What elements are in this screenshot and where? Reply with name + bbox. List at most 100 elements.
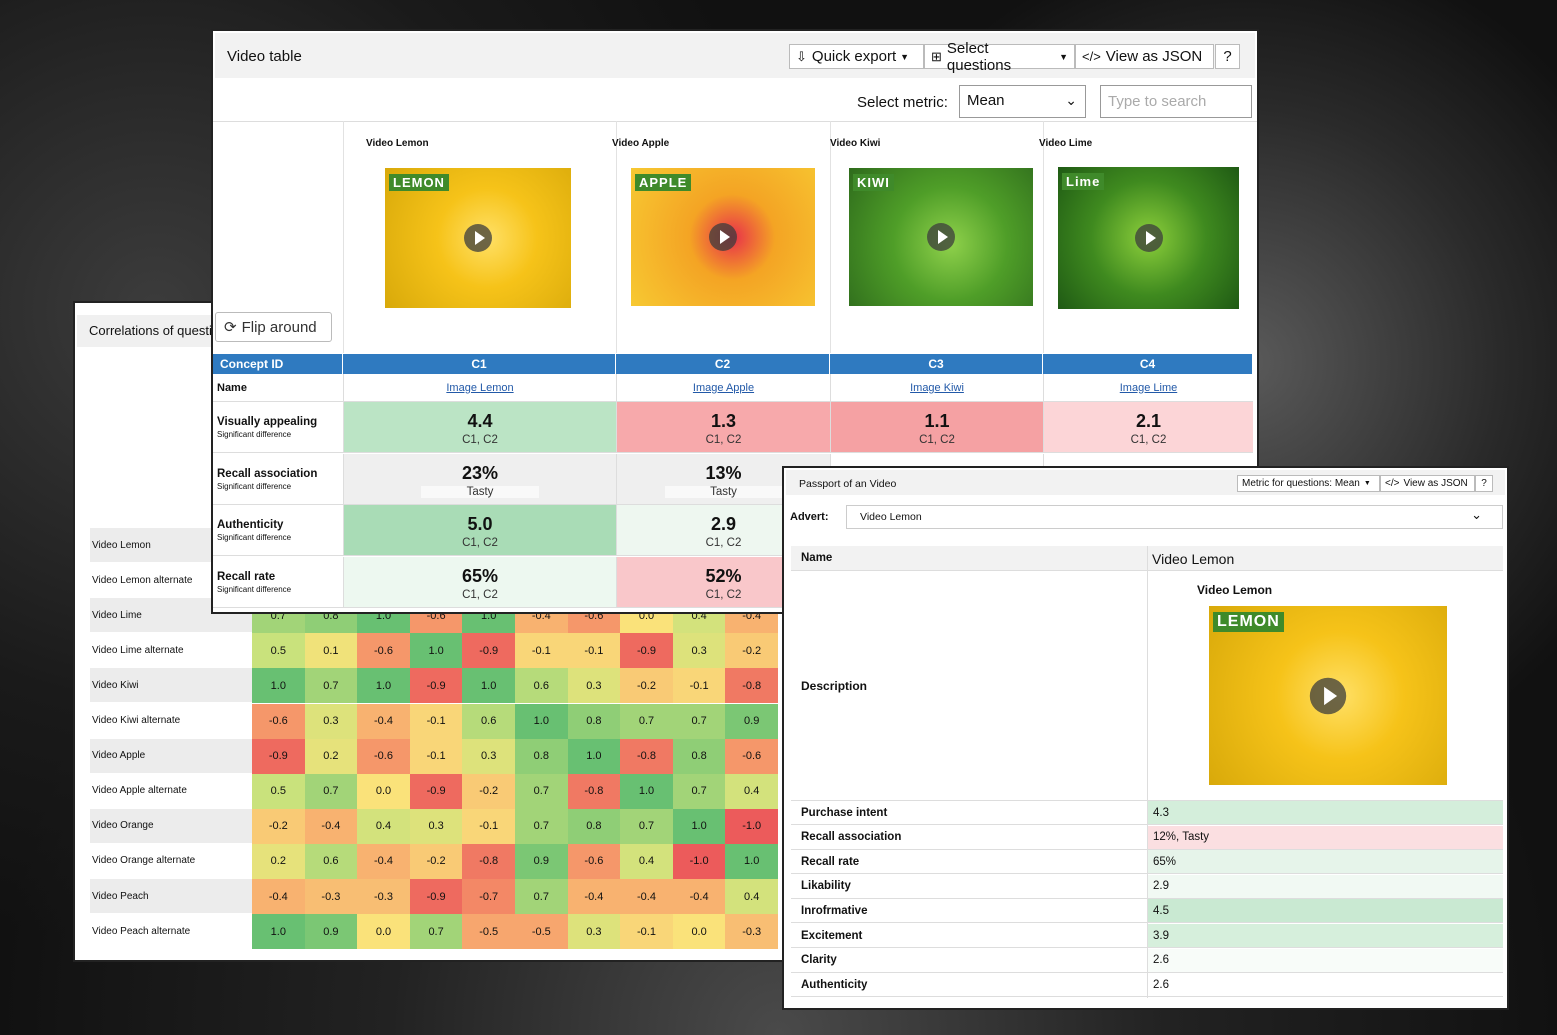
name-value: Video Lemon [1152, 551, 1235, 567]
heat-cell: 0.4 [725, 879, 778, 914]
caret: ⌄ [1471, 507, 1482, 522]
value-cell: 4.3 [1148, 801, 1503, 825]
video-name: Video Apple [612, 138, 670, 149]
heat-cell: 1.0 [567, 738, 621, 774]
cell-value: 23% [461, 462, 499, 483]
video-thumbnail[interactable]: KIWI [849, 168, 1033, 306]
heat-cell: -0.1 [515, 633, 568, 669]
video-name: Video Lime [1039, 138, 1093, 149]
toolbar-button[interactable]: ⇩ Quick export ▼ [789, 44, 924, 69]
row-label: Description [801, 679, 868, 693]
row-label: Video Orange alternate [90, 843, 252, 878]
video-thumbnail[interactable]: LEMON [1209, 606, 1447, 785]
advert-dropdown[interactable]: Video Lemon ⌄ [846, 505, 1503, 529]
concept-link[interactable]: Image Kiwi [910, 381, 964, 394]
heat-cell: 0.7 [304, 773, 358, 809]
button-icon: </> [1082, 49, 1101, 64]
heat-cell: 0.6 [304, 843, 358, 879]
heat-cell: 0.7 [515, 808, 568, 844]
value-cell: 5.0 C1, C2 [343, 505, 616, 556]
row-label: Recall association Significant difference [213, 454, 343, 505]
heat-cell: -0.6 [725, 738, 778, 774]
heat-cell: 0.7 [515, 879, 568, 914]
row-label: Name [213, 374, 343, 402]
metric-dropdown[interactable]: Mean ⌄ [959, 85, 1086, 118]
play-icon [464, 224, 492, 252]
row-label: Recall rate Significant difference [213, 557, 343, 608]
row-label: Video Kiwi alternate [90, 703, 252, 738]
heat-cell: 0.8 [515, 738, 568, 774]
heat-cell: 0.9 [515, 843, 568, 879]
column-divider [343, 121, 344, 353]
heat-cell: 1.0 [620, 773, 673, 809]
concept-link[interactable]: Image Apple [692, 381, 755, 394]
heat-cell: 1.0 [725, 843, 778, 879]
row-label: Visually appealing Significant difference [213, 402, 343, 453]
heat-cell: 0.7 [672, 703, 726, 739]
heat-cell: -0.6 [357, 633, 410, 669]
value-cell: 65% C1, C2 [343, 556, 616, 608]
metric-button[interactable]: Metric for questions: Mean ▼ [1237, 475, 1380, 492]
value-cell: 12%, Tasty [1148, 825, 1503, 850]
play-icon [1134, 224, 1163, 252]
row-label: Authenticity [791, 973, 1147, 998]
heat-cell: 0.0 [357, 914, 410, 950]
toolbar-button[interactable]: </> View as JSON [1075, 44, 1214, 69]
flip-button[interactable]: ⟳ Flip around [215, 312, 332, 342]
heat-cell: -0.8 [567, 773, 621, 809]
heat-cell: -0.5 [462, 914, 515, 950]
heat-cell: -0.4 [252, 879, 305, 914]
search-box[interactable]: Type to search [1100, 85, 1252, 118]
toolbar-button[interactable]: ⊞ Select questions ▼ [924, 40, 1075, 74]
column-divider [1043, 121, 1044, 353]
heat-cell: 0.9 [304, 914, 358, 950]
cell-note: C1, C2 [462, 537, 498, 549]
video-thumbnail[interactable]: Lime [1058, 167, 1239, 309]
button-label: Quick export [811, 48, 897, 65]
heat-cell: 0.7 [620, 703, 673, 739]
column-divider [616, 121, 617, 353]
value-cell: 1.3 C1, C2 [616, 402, 830, 453]
heat-cell: -0.6 [567, 843, 621, 879]
help-button[interactable]: ? [1475, 475, 1493, 492]
cell-value: 1.1 [924, 411, 950, 431]
passport-panel: Passport of an Video Metric for questions… [782, 466, 1509, 1010]
cell-note: C1, C2 [462, 588, 498, 601]
row-title: Authenticity [217, 519, 284, 531]
concept-link[interactable]: Image Lemon [446, 381, 514, 394]
video-thumbnail[interactable]: APPLE [631, 168, 815, 306]
heat-cell: 0.3 [462, 738, 515, 774]
heat-cell: -0.3 [725, 914, 778, 950]
help-button[interactable]: ? [1215, 44, 1240, 69]
heat-cell: -0.8 [725, 668, 778, 704]
table-header-cell: C3 [830, 354, 1043, 374]
thumbnail-brand: LEMON [1213, 612, 1284, 632]
cell-value: 65% [461, 565, 499, 586]
row-label: Excitement [791, 924, 1147, 948]
heat-cell: 0.0 [357, 773, 410, 809]
value-cell: 2.6 [1148, 948, 1503, 973]
heat-cell: 0.7 [672, 773, 726, 809]
heat-cell: -0.1 [409, 738, 463, 774]
video-thumbnail[interactable]: LEMON [385, 168, 571, 308]
cell-note: Tasty [421, 485, 539, 498]
heat-cell: 0.4 [620, 843, 673, 879]
heat-cell: 0.8 [567, 703, 621, 739]
heat-cell: -0.3 [357, 879, 410, 914]
heat-cell: -1.0 [672, 843, 726, 879]
heat-cell: 0.7 [304, 668, 358, 704]
cell-note: C1, C2 [919, 434, 955, 446]
toolbar: ⇩ Quick export ▼ ⊞ Select questions ▼ </> View … [789, 40, 1241, 74]
description-title: Video Lemon [1197, 583, 1273, 597]
row-label: Recall association [791, 826, 1147, 850]
heat-cell: 1.0 [672, 808, 726, 844]
heat-cell: -0.7 [462, 879, 515, 914]
heat-cell: 1.0 [409, 633, 463, 669]
heat-cell: -0.1 [620, 914, 673, 950]
row-subtitle: Significant difference [217, 584, 292, 594]
json-button[interactable]: </> View as JSON [1380, 475, 1475, 492]
heat-cell: -0.1 [567, 633, 621, 669]
button-label: View as JSON [1105, 48, 1203, 65]
concept-link[interactable]: Image Lime [1119, 381, 1178, 394]
cell-value: 13% [705, 462, 742, 483]
